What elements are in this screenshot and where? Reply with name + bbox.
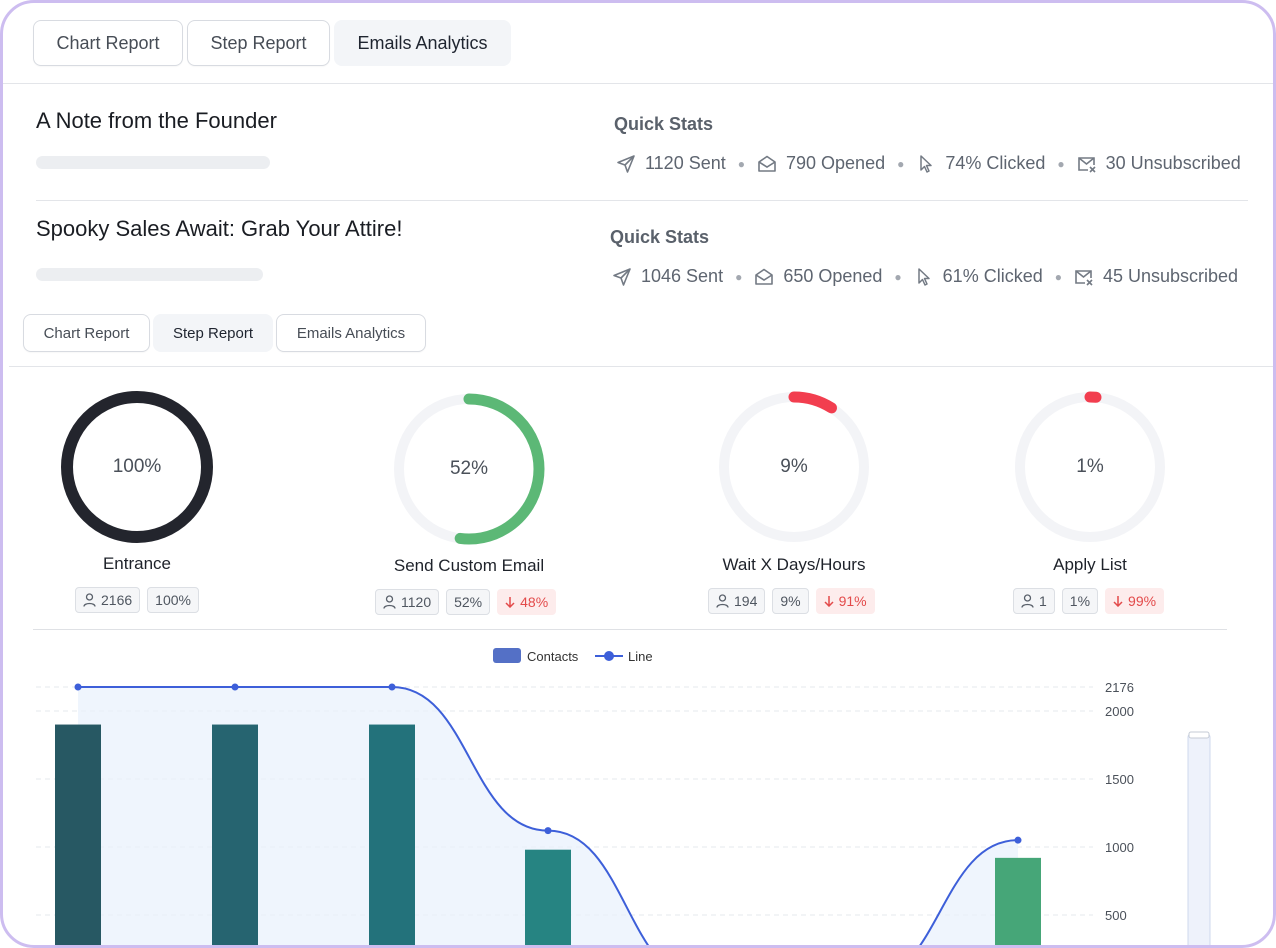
rings-divider [33,629,1227,630]
tab-step-report[interactable]: Step Report [153,314,273,352]
legend-label-line: Line [628,649,653,664]
zoom-slider-handle[interactable] [1188,731,1210,739]
ring-percent: 100% [112,456,162,477]
ring-track [61,391,213,543]
rate-pill: 9% [772,588,809,614]
ring-percent: 9% [780,456,808,477]
contacts-pill: 2166 [75,587,141,613]
unsubscribe-mail-icon [1074,267,1094,287]
rate-pill: 52% [446,589,491,615]
ring-progress [1014,391,1166,543]
cursor-icon [914,267,934,287]
envelope-open-icon [757,154,777,174]
tab-emails-analytics[interactable]: Emails Analytics [276,314,426,352]
opened-count: 790 Opened [786,153,886,173]
drop-pill: 91% [815,588,875,614]
tab-step-report-top[interactable]: Step Report [187,20,330,66]
bar-contacts [369,724,415,945]
unsubscribe-mail-icon [1077,154,1097,174]
user-icon [83,593,96,607]
step-name: Send Custom Email [393,556,545,575]
sent-count: 1120 Sent [645,153,726,173]
tab-emails-analytics-top[interactable]: Emails Analytics [334,20,511,66]
rate-pill: 1% [1061,588,1099,614]
zoom-slider[interactable] [1187,733,1211,945]
user-icon [383,595,396,609]
y-tick-label: 1500 [1105,772,1134,787]
rate-pill: 100% [147,587,199,613]
y-tick-label: 1000 [1105,840,1134,855]
separator-dot: ● [1054,269,1062,284]
email-subtitle-placeholder [36,156,270,169]
step-stats: 2166 100% [75,587,199,613]
bar-contacts [212,724,258,945]
email-title[interactable]: A Note from the Founder [36,108,277,133]
line-point [388,683,396,691]
sent-count: 1046 Sent [641,266,724,286]
legend-swatch-contacts [493,648,521,663]
step-tabs-divider [9,366,1273,367]
quick-stats-row: 1046 Sent ● 650 Opened ● 61% Clicked ● 4… [612,266,1238,287]
unsubscribed-count: 30 Unsubscribed [1105,153,1241,173]
unsubscribed-count: 45 Unsubscribed [1102,266,1239,286]
separator-dot: ● [1057,156,1065,171]
drop-pill: 48% [497,589,557,615]
tab-chart-report[interactable]: Chart Report [23,314,150,352]
step-name: Apply List [1053,555,1127,574]
quick-stats-label: Quick Stats [610,227,710,247]
ring-progress [718,391,870,543]
arrow-down-icon [505,597,515,608]
drop-pill: 99% [1105,588,1165,614]
step-name: Entrance [102,554,172,573]
send-icon [616,154,636,174]
series-line [77,685,1019,945]
user-icon [716,594,729,608]
clicked-rate: 61% Clicked [942,266,1043,286]
ring-percent: 52% [449,458,489,479]
y-tick-label: 2176 [1105,680,1134,695]
bar-contacts [525,849,571,945]
opened-count: 650 Opened [783,266,883,286]
line-point [544,827,552,835]
step-name: Wait X Days/Hours [722,555,866,574]
cursor-icon [916,154,936,174]
y-tick-label: 500 [1105,908,1127,923]
quick-stats-row: 1120 Sent ● 790 Opened ● 74% Clicked ● 3… [616,153,1241,174]
send-icon [612,267,632,287]
contacts-pill: 1120 [375,589,440,615]
line-point [1014,836,1022,844]
line-area [78,686,1018,945]
user-icon [1021,594,1034,608]
clicked-rate: 74% Clicked [945,153,1046,173]
contacts-pill: 194 [708,588,766,614]
y-tick-label: 2000 [1105,704,1134,719]
arrow-down-icon [1113,596,1123,607]
step-stats: 194 9% 91% [708,588,875,614]
top-tabs-divider [3,83,1273,84]
email-title[interactable]: Spooky Sales Await: Grab Your Attire! [36,216,403,241]
step-stats: 1 1% 99% [1013,588,1165,614]
legend-swatch-line-dot [604,651,614,661]
email-subtitle-placeholder [36,268,263,281]
ring-percent: 1% [1076,456,1104,477]
separator-dot: ● [737,156,745,171]
bar-contacts [55,724,101,945]
step-stats: 1120 52% 48% [375,589,557,615]
arrow-down-icon [824,596,834,607]
line-point [74,683,82,691]
separator-dot: ● [894,269,902,284]
separator-dot: ● [735,269,743,284]
envelope-open-icon [754,267,774,287]
separator-dot: ● [897,156,905,171]
step-rings [61,391,1166,545]
tab-chart-report-top[interactable]: Chart Report [33,20,183,66]
line-point [231,683,239,691]
ring-progress [393,393,545,545]
bar-contacts [995,857,1041,945]
contacts-pill: 1 [1013,588,1055,614]
legend-label-contacts: Contacts [527,649,579,664]
email-divider [36,200,1248,201]
quick-stats-label: Quick Stats [614,114,714,134]
